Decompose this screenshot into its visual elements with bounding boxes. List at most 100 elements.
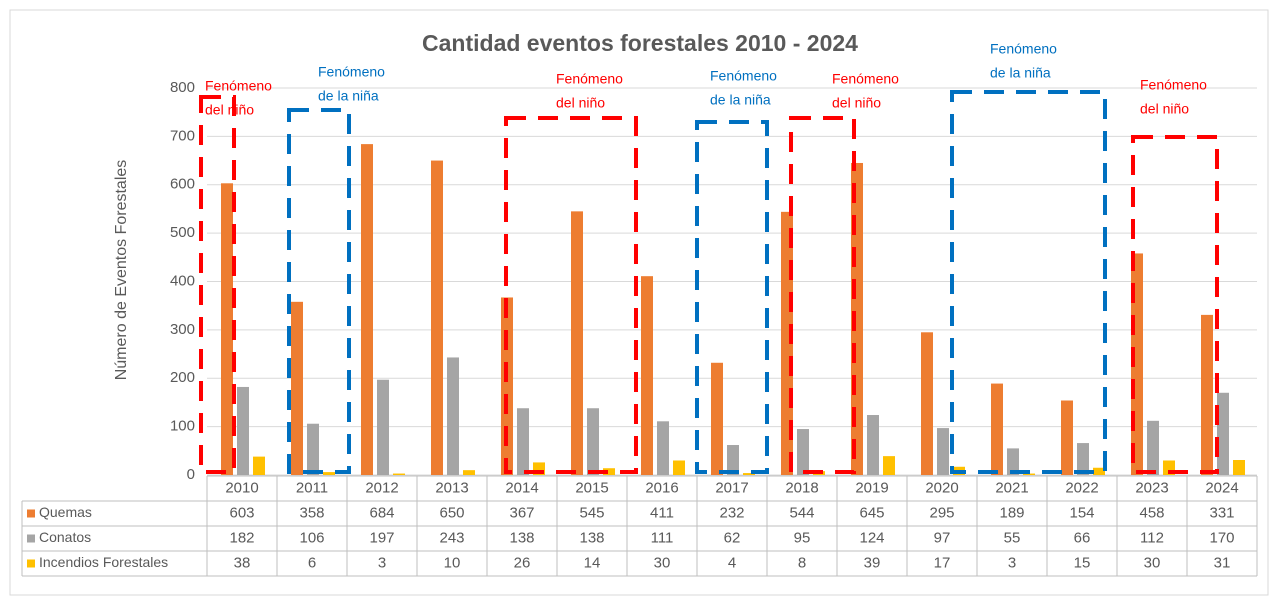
bar [851, 162, 863, 475]
bar [991, 383, 1003, 475]
x-tick-label: 2020 [925, 479, 958, 496]
x-tick-label: 2015 [575, 479, 608, 496]
annotation-text: Fenómeno [318, 64, 385, 80]
bar [1093, 467, 1105, 475]
annotation-box [789, 116, 856, 474]
bar [673, 460, 685, 475]
table-value: 106 [299, 529, 324, 546]
legend-label: Quemas [39, 504, 92, 520]
bar [377, 379, 389, 475]
table-value: 14 [584, 554, 601, 571]
annotation-text: de la niña [318, 88, 379, 104]
bar [447, 357, 459, 475]
x-tick-label: 2018 [785, 479, 818, 496]
table-value: 684 [369, 504, 394, 521]
bar [587, 408, 599, 475]
annotation-text: Fenómeno [1140, 77, 1207, 93]
table-value: 111 [651, 529, 674, 546]
bar [883, 456, 895, 475]
bar [867, 415, 879, 475]
legend-label: Incendios Forestales [39, 554, 168, 570]
annotation-text: del niño [556, 95, 605, 111]
table-value: 295 [929, 504, 954, 521]
table-value: 31 [1214, 554, 1231, 571]
table-value: 30 [1144, 554, 1161, 571]
table-value: 154 [1069, 504, 1094, 521]
table-value: 66 [1074, 529, 1091, 546]
bar [1061, 400, 1073, 475]
table-value: 182 [229, 529, 254, 546]
annotation-box [199, 95, 236, 474]
x-tick-label: 2021 [995, 479, 1028, 496]
bar [1201, 314, 1213, 475]
bar [571, 211, 583, 475]
chart-frame [9, 9, 1269, 596]
table-value: 138 [579, 529, 604, 546]
table-value: 95 [794, 529, 811, 546]
table-value: 38 [234, 554, 251, 571]
bar [1147, 420, 1159, 475]
table-value: 112 [1140, 529, 1164, 546]
x-tick-label: 2012 [365, 479, 398, 496]
legend-swatch [27, 559, 35, 568]
table-value: 3 [378, 554, 386, 571]
y-tick-label: 500 [170, 224, 195, 241]
y-axis-label: Número de Eventos Forestales [113, 160, 130, 381]
table-value: 17 [934, 554, 951, 571]
y-tick-label: 700 [170, 127, 195, 144]
bar [603, 468, 615, 475]
annotation-box [287, 108, 351, 474]
table-value: 545 [579, 504, 604, 521]
table-value: 645 [859, 504, 884, 521]
y-tick-label: 800 [170, 79, 195, 96]
y-tick-label: 300 [170, 321, 195, 338]
table-value: 367 [509, 504, 534, 521]
bar [323, 472, 335, 475]
table-value: 26 [514, 554, 531, 571]
table-value: 138 [509, 529, 534, 546]
bar [393, 473, 405, 475]
table-value: 62 [724, 529, 741, 546]
bar [1217, 392, 1229, 475]
bar [711, 362, 723, 475]
table-value: 4 [728, 554, 736, 571]
x-tick-label: 2024 [1205, 479, 1238, 496]
legend-label: Conatos [39, 529, 91, 545]
annotation-text: de la niña [990, 65, 1051, 81]
y-tick-label: 400 [170, 272, 195, 289]
annotation-text: Fenómeno [556, 71, 623, 87]
table-value: 6 [308, 554, 316, 571]
table-value: 197 [369, 529, 394, 546]
bar [221, 183, 233, 475]
annotation-text: de la niña [710, 92, 771, 108]
bar [937, 428, 949, 475]
bar [501, 297, 513, 475]
table-value: 650 [439, 504, 464, 521]
table-value: 15 [1074, 554, 1091, 571]
table-value: 458 [1139, 504, 1164, 521]
annotation-text: Fenómeno [832, 71, 899, 87]
bar [253, 456, 265, 475]
annotation-box [950, 90, 1107, 474]
annotation-box [695, 120, 769, 474]
bar [361, 144, 373, 476]
table-value: 30 [654, 554, 671, 571]
table-value: 39 [864, 554, 881, 571]
chart-title: Cantidad eventos forestales 2010 - 2024 [422, 30, 858, 56]
table-value: 10 [444, 554, 461, 571]
x-tick-label: 2016 [645, 479, 678, 496]
x-tick-label: 2017 [715, 479, 748, 496]
annotation-box [504, 116, 638, 474]
bar [641, 276, 653, 475]
bar [431, 160, 443, 475]
x-tick-label: 2011 [296, 479, 328, 496]
bar [1007, 448, 1019, 475]
table-value: 189 [999, 504, 1024, 521]
x-tick-label: 2019 [855, 479, 888, 496]
y-tick-label: 600 [170, 176, 195, 193]
bar [291, 301, 303, 475]
y-tick-label: 200 [170, 369, 195, 386]
legend-swatch [27, 534, 35, 543]
x-tick-label: 2013 [435, 479, 468, 496]
